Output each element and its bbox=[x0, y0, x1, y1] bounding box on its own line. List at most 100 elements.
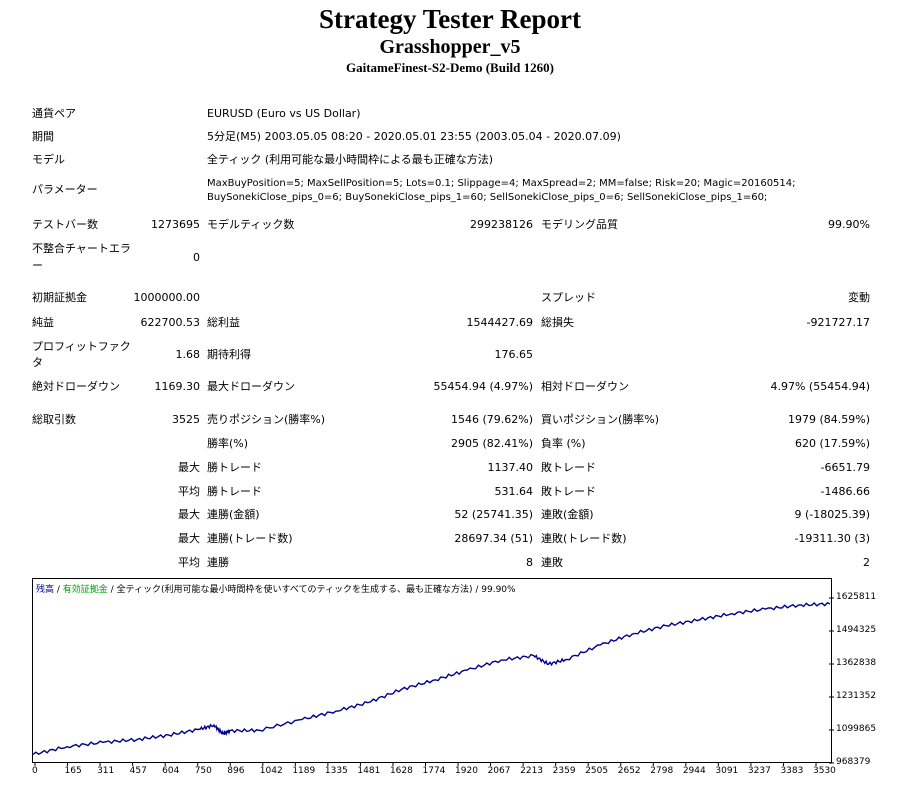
x-tick-label: 2067 bbox=[487, 766, 511, 776]
params-label: パラメーター bbox=[32, 183, 98, 196]
mismatch-label: 不整合チャートエラ bbox=[32, 242, 131, 255]
abs-dd-label: 絶対ドローダウン bbox=[32, 380, 120, 393]
symbol-label: 通貨ペア bbox=[32, 107, 76, 120]
loss-value: 620 (17.59%) bbox=[794, 437, 870, 450]
x-tick-label: 457 bbox=[129, 766, 147, 776]
cons-wins-trades-value: 28697.34 (51) bbox=[454, 532, 533, 545]
long-label: 買いポジション(勝率%) bbox=[541, 413, 660, 426]
x-tick-label: 1189 bbox=[292, 766, 316, 776]
x-tick-label: 1628 bbox=[389, 766, 413, 776]
profit-factor-label: プロフィットファク bbox=[32, 340, 131, 353]
report-title: Strategy Tester Report bbox=[319, 4, 581, 34]
expert-name: Grasshopper_v5 bbox=[379, 36, 521, 58]
gross-profit-value: 1544427.69 bbox=[466, 316, 533, 329]
y-tick-label: 968379 bbox=[836, 757, 871, 767]
balance-chart-frame bbox=[32, 578, 832, 763]
rel-dd-value: 4.97% (55454.94) bbox=[770, 380, 870, 393]
params-line-1: MaxBuyPosition=5; MaxSellPosition=5; Lot… bbox=[207, 178, 796, 189]
deposit-label: 初期証拠金 bbox=[32, 291, 87, 304]
x-tick-label: 1774 bbox=[422, 766, 446, 776]
cons-losses-trades-label: 連敗(トレード数) bbox=[541, 532, 627, 545]
max-dd-value: 55454.94 (4.97%) bbox=[433, 380, 533, 393]
model-value: 全ティック (利用可能な最小時間枠による最も正確な方法) bbox=[207, 153, 494, 166]
max-dd-label: 最大ドローダウン bbox=[207, 380, 295, 393]
net-label: 純益 bbox=[32, 316, 54, 329]
balance-line-0 bbox=[32, 601, 831, 756]
spread-value: 変動 bbox=[848, 291, 870, 304]
short-value: 1546 (79.62%) bbox=[450, 413, 533, 426]
profit-factor-value: 1.68 bbox=[175, 348, 201, 361]
ticks-label: モデルティック数 bbox=[207, 218, 295, 231]
x-tick-label: 2798 bbox=[650, 766, 674, 776]
trades-value: 3525 bbox=[172, 413, 200, 426]
largest-loss-label: 敗トレード bbox=[541, 461, 596, 474]
cons-wins-money-label: 連勝(金額) bbox=[207, 508, 260, 521]
avg-loss-value: -1486.66 bbox=[820, 485, 870, 498]
quality-label: モデリング品質 bbox=[541, 218, 618, 231]
x-tick-label: 3530 bbox=[813, 766, 836, 776]
max-cons-trades-prefix: 最大 bbox=[178, 532, 200, 545]
largest-prefix: 最大 bbox=[178, 461, 200, 474]
payoff-value: 176.65 bbox=[494, 348, 534, 361]
y-tick-label: 1625811 bbox=[836, 592, 877, 602]
net-value: 622700.53 bbox=[140, 316, 201, 329]
largest-win-value: 1137.40 bbox=[487, 461, 534, 474]
legend-description: / 全ティック(利用可能な最小時間枠を使いすべてのティックを生成する、最も正確な… bbox=[107, 585, 516, 595]
avg-cons-losses-value: 2 bbox=[863, 556, 870, 569]
avg-cons-prefix: 平均 bbox=[178, 556, 200, 569]
loss-label: 負率 (%) bbox=[541, 437, 586, 450]
spread-label: スプレッド bbox=[541, 291, 596, 304]
avg-win-label: 勝トレード bbox=[207, 485, 262, 498]
deposit-value: 1000000.00 bbox=[133, 291, 200, 304]
gross-loss-value: -921727.17 bbox=[806, 316, 870, 329]
x-tick-label: 3383 bbox=[780, 766, 804, 776]
bars-value: 1273695 bbox=[151, 218, 200, 231]
largest-win-label: 勝トレード bbox=[207, 461, 262, 474]
server-build: GaitameFinest-S2-Demo (Build 1260) bbox=[346, 60, 554, 75]
x-tick-label: 1920 bbox=[455, 766, 478, 776]
profit-factor-label-cont: タ bbox=[32, 356, 43, 369]
gross-profit-label: 総利益 bbox=[207, 316, 240, 329]
period-value: 5分足(M5) 2003.05.05 08:20 - 2020.05.01 23… bbox=[207, 130, 621, 143]
win-value: 2905 (82.41%) bbox=[450, 437, 533, 450]
period-label: 期間 bbox=[32, 130, 54, 143]
x-tick-label: 165 bbox=[64, 766, 82, 776]
y-tick-label: 1099865 bbox=[836, 724, 877, 734]
avg-win-value: 531.64 bbox=[494, 485, 534, 498]
quality-value: 99.90% bbox=[828, 218, 870, 231]
short-label: 売りポジション(勝率%) bbox=[207, 413, 326, 426]
x-tick-label: 1481 bbox=[357, 766, 381, 776]
params-line-2: BuySonekiClose_pips_0=6; BuySonekiClose_… bbox=[207, 192, 768, 203]
x-tick-label: 0 bbox=[32, 766, 38, 776]
mismatch-label-cont: ー bbox=[32, 259, 43, 272]
x-tick-label: 1335 bbox=[324, 766, 348, 776]
x-tick-label: 311 bbox=[97, 766, 115, 776]
mismatch-value: 0 bbox=[193, 251, 200, 264]
cons-losses-money-value: 9 (-18025.39) bbox=[794, 508, 870, 521]
win-label: 勝率(%) bbox=[207, 437, 249, 450]
chart-legend: 残高 / 有効証拠金 / 全ティック(利用可能な最小時間枠を使いすべてのティック… bbox=[36, 585, 516, 595]
y-tick-label: 1362838 bbox=[836, 658, 877, 668]
x-tick-label: 750 bbox=[194, 766, 212, 776]
abs-dd-value: 1169.30 bbox=[154, 380, 201, 393]
x-tick-label: 2213 bbox=[520, 766, 544, 776]
max-cons-money-prefix: 最大 bbox=[178, 508, 200, 521]
cons-losses-money-label: 連敗(金額) bbox=[541, 508, 594, 521]
largest-loss-value: -6651.79 bbox=[820, 461, 870, 474]
symbol-value: EURUSD (Euro vs US Dollar) bbox=[207, 107, 361, 120]
rel-dd-label: 相対ドローダウン bbox=[541, 380, 629, 393]
long-value: 1979 (84.59%) bbox=[787, 413, 870, 426]
x-tick-label: 2359 bbox=[552, 766, 576, 776]
trades-label: 総取引数 bbox=[32, 413, 76, 426]
model-label: モデル bbox=[32, 153, 65, 166]
x-tick-label: 2505 bbox=[585, 766, 609, 776]
cons-losses-trades-value: -19311.30 (3) bbox=[794, 532, 870, 545]
avg-loss-label: 敗トレード bbox=[541, 485, 596, 498]
x-tick-label: 604 bbox=[162, 766, 180, 776]
x-tick-label: 2944 bbox=[682, 766, 706, 776]
cons-wins-money-value: 52 (25741.35) bbox=[454, 508, 533, 521]
avg-cons-losses-label: 連敗 bbox=[541, 556, 563, 569]
cons-wins-trades-label: 連勝(トレード数) bbox=[207, 532, 293, 545]
legend-equity: 有効証拠金 bbox=[62, 585, 108, 595]
